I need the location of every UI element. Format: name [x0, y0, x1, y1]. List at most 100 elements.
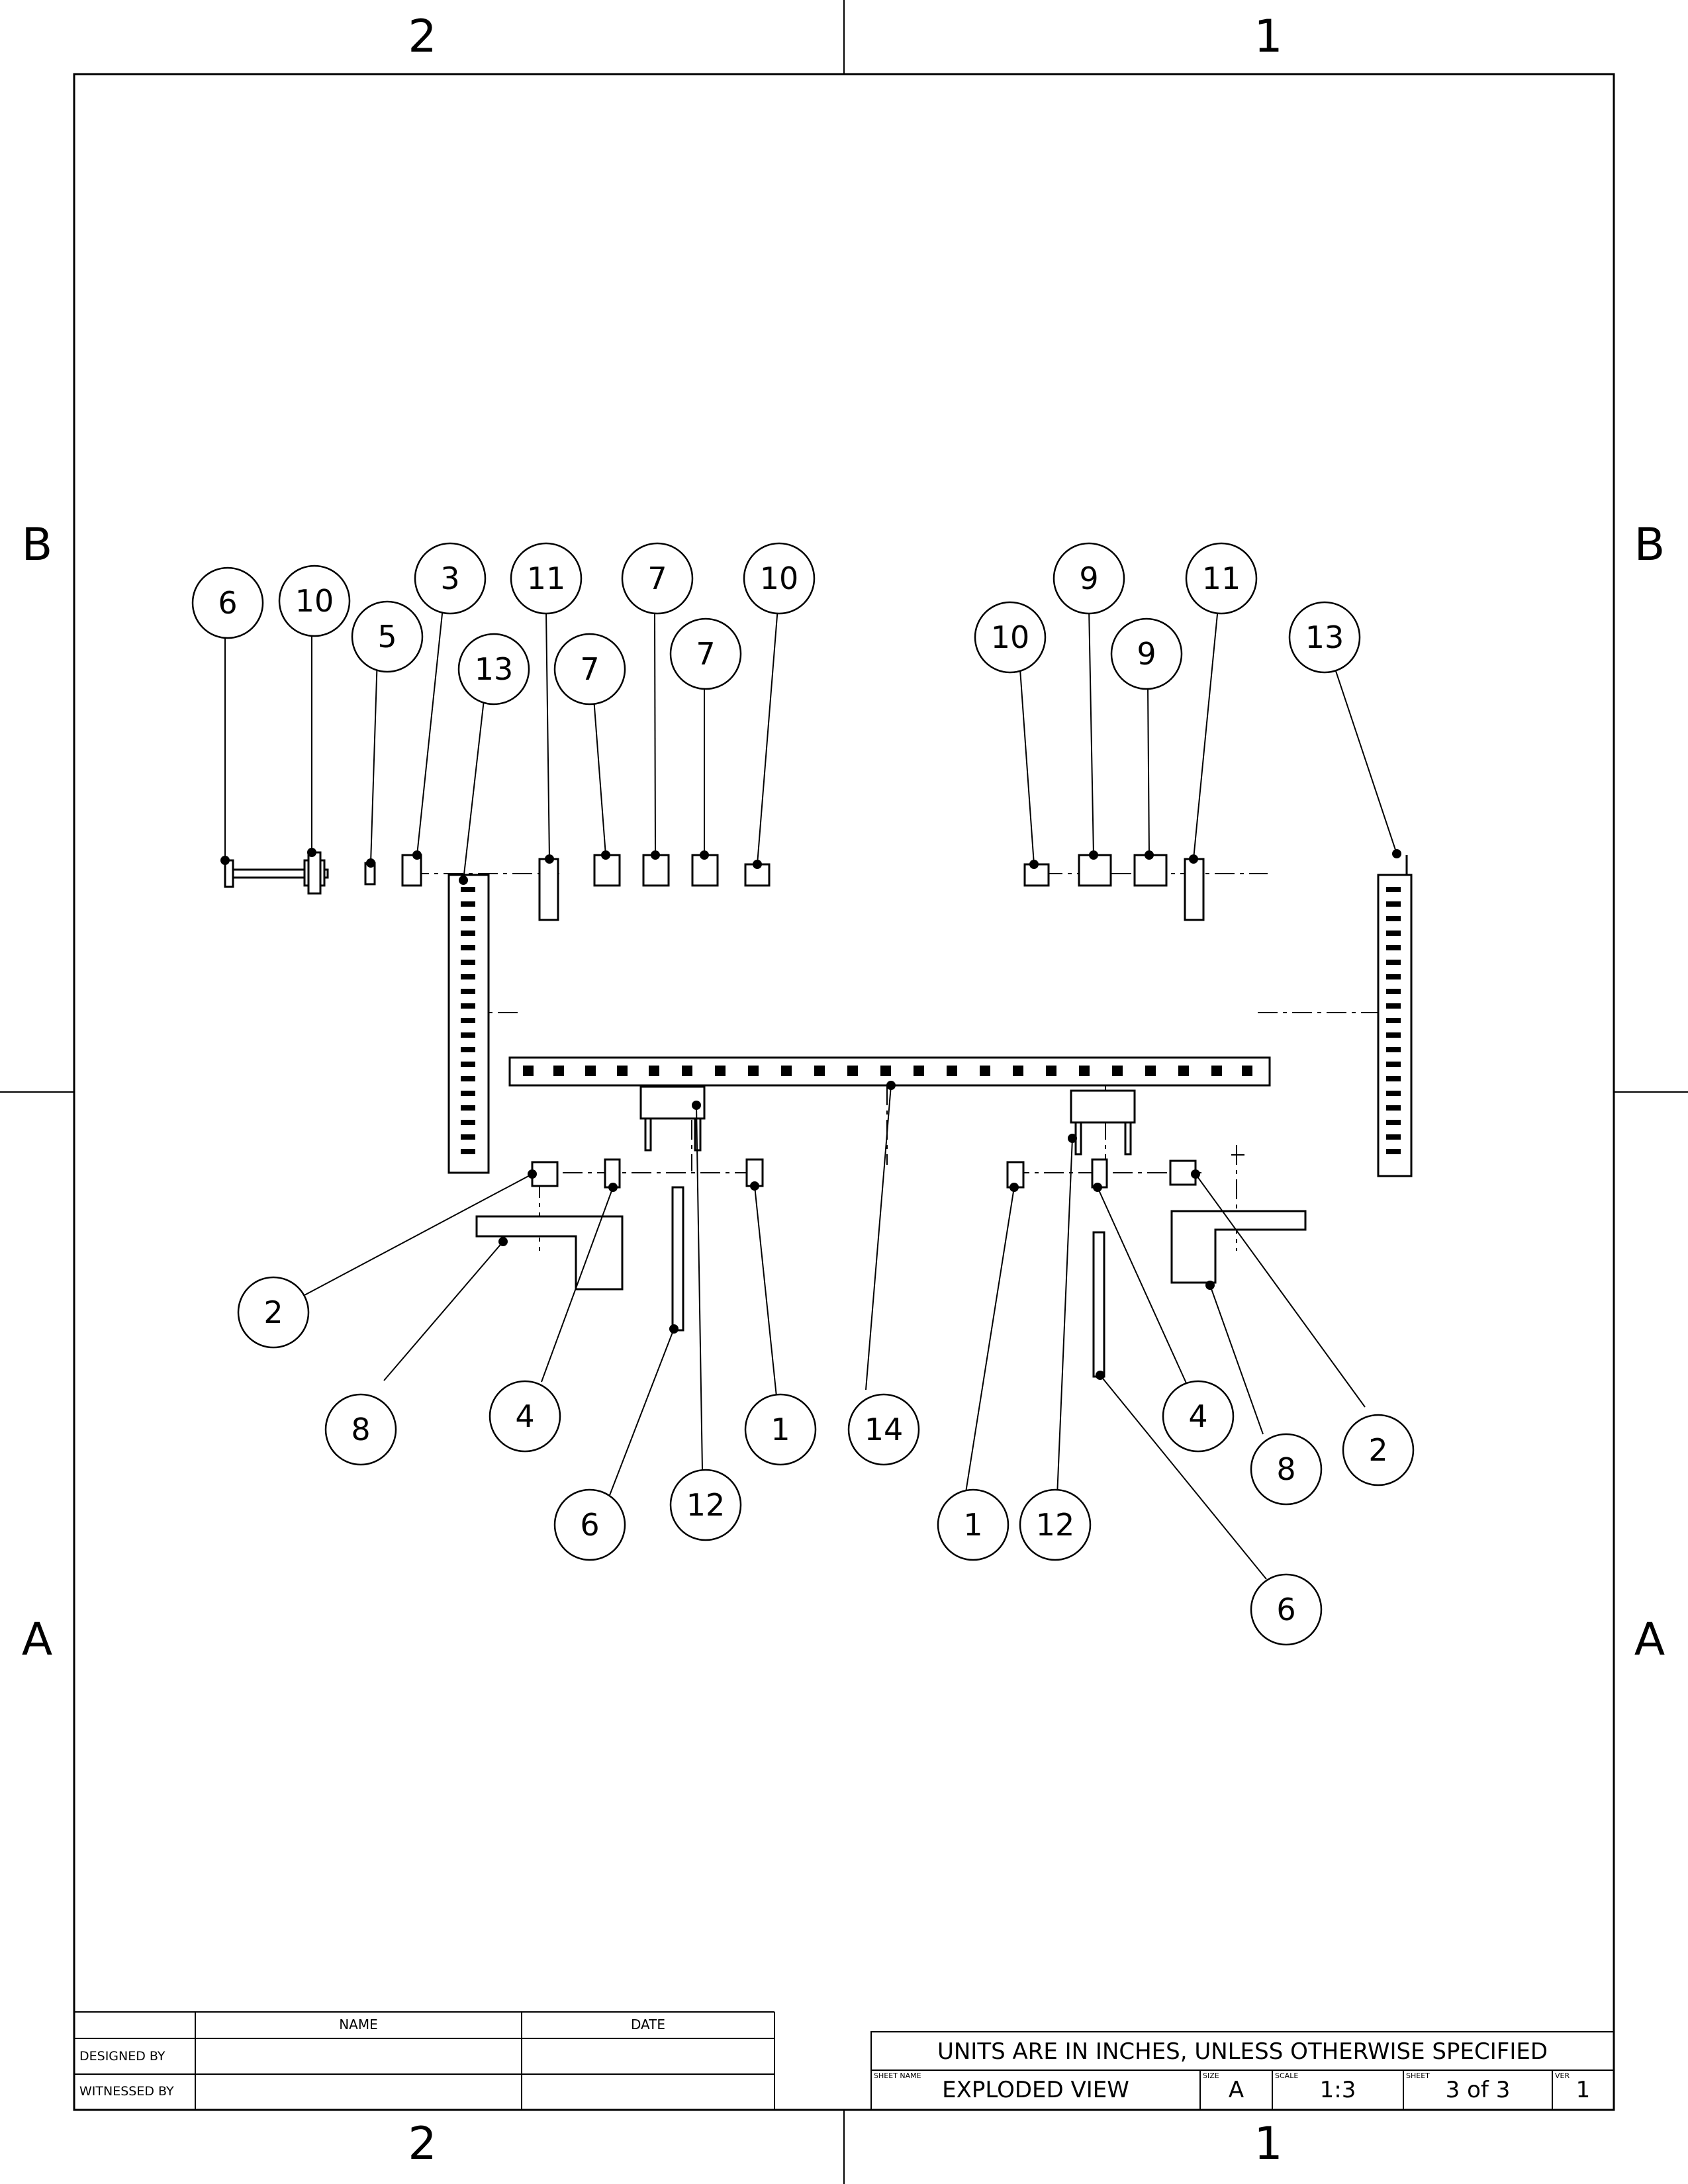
- balloon-label: 14: [865, 1412, 904, 1447]
- sheet-name-label: SHEET NAME: [874, 2071, 921, 2080]
- zone-label-left-row-b: B: [21, 519, 53, 571]
- balloon-circle: [744, 1393, 817, 1466]
- balloon-circle: [1288, 601, 1361, 674]
- balloon-circle: [191, 567, 264, 639]
- part-angle-8-right: [1170, 1210, 1307, 1284]
- balloon-label: 11: [1202, 561, 1241, 596]
- part-pin-6-left: [671, 1186, 684, 1332]
- sheet-value: 3 of 3: [1445, 2077, 1511, 2103]
- balloon-circle: [324, 1393, 397, 1466]
- rail-right-holes: [1386, 887, 1401, 1154]
- balloon-label: 8: [1276, 1451, 1295, 1487]
- balloon-label: 2: [263, 1295, 283, 1330]
- zone-label-right-row-b: B: [1634, 519, 1665, 571]
- balloon-circle: [278, 565, 351, 637]
- balloon-circle: [1053, 542, 1125, 615]
- part-bracket-right: [1070, 1089, 1136, 1124]
- balloon-label: 10: [295, 583, 334, 619]
- signature-block-grid: [74, 2011, 775, 2110]
- part-spacer-7b: [642, 854, 670, 887]
- balloon-circle: [414, 542, 487, 615]
- ver-value: 1: [1575, 2077, 1591, 2103]
- balloon-label: 12: [1036, 1507, 1075, 1543]
- balloon-label: 4: [515, 1398, 534, 1434]
- part-nut-11-left: [538, 858, 559, 921]
- zone-label-bottom-col-1: 1: [1254, 2118, 1283, 2170]
- balloon-label: 1: [771, 1412, 790, 1447]
- balloon-label: 6: [580, 1507, 599, 1543]
- part-pin-6-right: [1092, 1231, 1105, 1378]
- balloon-label: 10: [760, 561, 799, 596]
- part-rail-right: [1377, 874, 1413, 1177]
- zone-label-top-col-2: 2: [408, 11, 437, 63]
- balloon-circle: [1162, 1380, 1235, 1453]
- part-spacer-7a: [593, 854, 621, 887]
- balloon-circle: [1342, 1414, 1415, 1486]
- witnessed-by-label: WITNESSED BY: [79, 2084, 174, 2099]
- balloon-label: 3: [440, 561, 459, 596]
- size-value: A: [1228, 2077, 1244, 2103]
- balloon-label: 12: [686, 1487, 726, 1523]
- units-note: UNITS ARE IN INCHES, UNLESS OTHERWISE SP…: [937, 2038, 1548, 2065]
- balloon-circle: [1019, 1488, 1092, 1561]
- balloon-circle: [1185, 542, 1258, 615]
- balloon-label: 7: [647, 561, 667, 596]
- scale-value: 1:3: [1319, 2077, 1356, 2103]
- size-label: SIZE: [1203, 2071, 1219, 2080]
- balloon-label: 6: [1276, 1592, 1295, 1627]
- ver-label: VER: [1555, 2071, 1570, 2080]
- parts: [224, 851, 1413, 1378]
- balloon-circle: [743, 542, 816, 615]
- balloon-labels: 6 10 5 3 13 11 7 7 7 10 10 9 9 11 13 2 8…: [218, 561, 1387, 1627]
- sheet-name-value: EXPLODED VIEW: [942, 2077, 1129, 2103]
- part-spacer-9b: [1133, 854, 1168, 887]
- balloon-label: 1: [963, 1507, 982, 1543]
- zone-label-left-row-a: A: [21, 1614, 53, 1666]
- balloon-label: 2: [1368, 1432, 1387, 1468]
- channel-holes: [523, 1066, 1252, 1076]
- balloon-circle: [937, 1488, 1009, 1561]
- scale-label: SCALE: [1275, 2071, 1299, 2080]
- balloon-circle: [621, 542, 694, 615]
- balloon-label: 10: [991, 619, 1030, 655]
- balloon-circle: [489, 1380, 561, 1453]
- sheet-label: SHEET: [1406, 2071, 1430, 2080]
- date-column-header: DATE: [630, 2017, 666, 2032]
- zone-label-top-col-1: 1: [1254, 11, 1283, 63]
- part-nut-11-right: [1184, 858, 1205, 921]
- zone-label-bottom-col-2: 2: [408, 2118, 437, 2170]
- title-block-grid: [870, 2031, 1615, 2111]
- zone-label-right-row-a: A: [1634, 1614, 1665, 1666]
- balloon-label: 13: [475, 651, 514, 687]
- name-column-header: NAME: [339, 2017, 378, 2032]
- designed-by-label: DESIGNED BY: [79, 2049, 165, 2064]
- balloon-label: 6: [218, 585, 237, 621]
- balloon-label: 11: [527, 561, 566, 596]
- balloon-circle: [351, 600, 424, 673]
- part-angle-8-left: [475, 1215, 624, 1291]
- leaders: [224, 607, 1397, 1580]
- rail-left-holes: [461, 887, 475, 1154]
- balloon-circle: [457, 633, 530, 705]
- balloon-label: 9: [1137, 636, 1156, 672]
- balloon-label: 7: [696, 636, 715, 672]
- part-bolt-long: [224, 851, 422, 895]
- balloon-circle: [1110, 617, 1183, 690]
- balloon-label: 13: [1305, 619, 1344, 655]
- balloon-circle: [553, 633, 626, 705]
- balloon-circle: [237, 1276, 310, 1349]
- balloon-label: 7: [580, 651, 599, 687]
- balloon-label: 8: [351, 1412, 370, 1447]
- balloon-circle: [669, 1469, 742, 1541]
- balloon-circle: [1250, 1573, 1323, 1646]
- balloon-circle: [847, 1393, 920, 1466]
- balloon-circle: [669, 617, 742, 690]
- part-spacer-9a: [1078, 854, 1112, 887]
- balloon-circle: [553, 1488, 626, 1561]
- balloon-circle: [974, 601, 1047, 674]
- balloon-circle: [1250, 1433, 1323, 1506]
- balloon-label: 9: [1079, 561, 1098, 596]
- balloon-label: 5: [377, 619, 397, 655]
